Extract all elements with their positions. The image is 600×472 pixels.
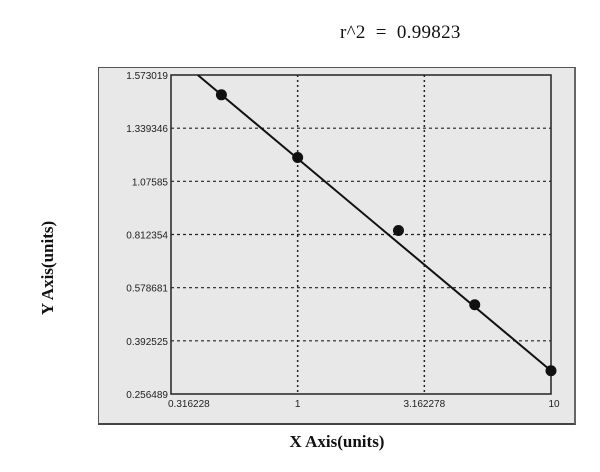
x-tick-label: 3.162278 <box>403 399 445 410</box>
y-tick-label: 1.339346 <box>126 124 168 135</box>
plot-border <box>170 74 552 395</box>
y-axis-title: Y Axis(units) <box>38 220 57 316</box>
y-tick-label: 0.256489 <box>126 390 168 401</box>
data-point-marker <box>469 299 481 311</box>
y-tick-labels: 1.573019 1.339346 1.07585 0.812354 0.578681 0… <box>126 71 168 401</box>
y-tick-label: 0.812354 <box>126 231 168 242</box>
x-tick-labels: 0.316228 1 3.162278 10 <box>168 399 560 410</box>
fit-line <box>197 74 552 372</box>
y-tick-label: 0.578681 <box>126 284 168 295</box>
y-tick-label: 1.573019 <box>126 71 168 82</box>
data-point-marker <box>292 151 304 163</box>
data-points <box>215 89 557 377</box>
x-axis-title: X Axis(units) <box>289 432 385 451</box>
gridlines <box>171 75 551 394</box>
x-tick-label: 0.316228 <box>168 399 210 410</box>
x-tick-label: 1 <box>295 399 301 410</box>
y-tick-label: 1.07585 <box>132 177 169 188</box>
y-tick-label: 0.392525 <box>126 337 168 348</box>
r-squared-label: r^2 = 0.99823 <box>340 22 461 43</box>
x-tick-label: 10 <box>548 399 560 410</box>
data-point-marker <box>392 225 404 237</box>
chart-frame <box>98 67 576 425</box>
data-point-marker <box>215 89 227 101</box>
data-point-marker <box>545 365 557 377</box>
